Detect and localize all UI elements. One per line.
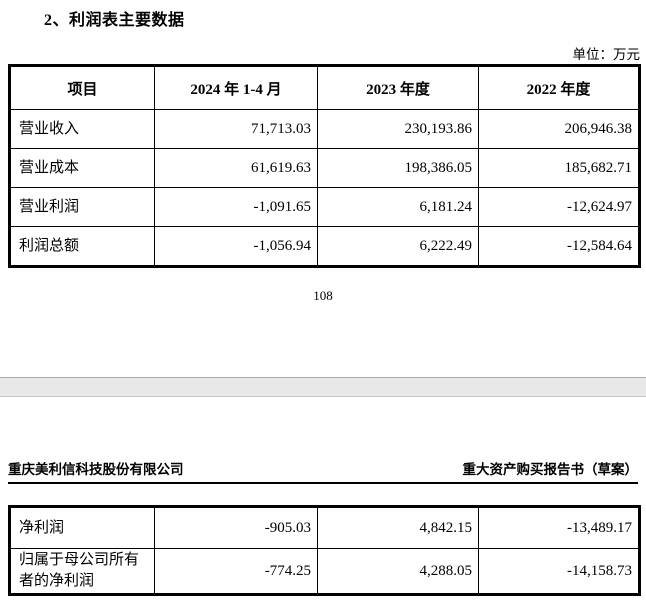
table-row: 净利润 -905.03 4,842.15 -13,489.17 <box>9 506 640 549</box>
unit-label: 单位：万元 <box>572 47 641 62</box>
profit-table-main: 项目 2024 年 1-4 月 2023 年度 2022 年度 营业收入 71,… <box>8 64 641 268</box>
col-header-2023: 2023 年度 <box>317 65 479 110</box>
value-cell: -12,584.64 <box>478 226 640 267</box>
value-cell: -12,624.97 <box>478 187 640 227</box>
profit-table-continued: 净利润 -905.03 4,842.15 -13,489.17 归属于母公司所有… <box>8 505 641 596</box>
value-cell: -13,489.17 <box>478 506 640 549</box>
value-cell: 61,619.63 <box>154 148 318 188</box>
value-cell: 4,288.05 <box>317 548 479 595</box>
row-label-cell: 营业收入 <box>9 109 155 149</box>
value-cell: 198,386.05 <box>317 148 479 188</box>
table-row: 利润总额 -1,056.94 6,222.49 -12,584.64 <box>9 226 640 267</box>
value-cell: -1,056.94 <box>154 226 318 267</box>
row-label-cell: 营业利润 <box>9 187 155 227</box>
col-header-2024: 2024 年 1-4 月 <box>154 65 318 110</box>
table-row: 营业收入 71,713.03 230,193.86 206,946.38 <box>9 109 640 149</box>
value-cell: -14,158.73 <box>478 548 640 595</box>
report-title: 重大资产购买报告书（草案） <box>462 462 639 477</box>
value-cell: -905.03 <box>154 506 318 549</box>
value-cell: 71,713.03 <box>154 109 318 149</box>
table-row: 营业成本 61,619.63 198,386.05 185,682.71 <box>9 148 640 188</box>
value-cell: 185,682.71 <box>478 148 640 188</box>
row-label-cell: 净利润 <box>9 506 155 549</box>
col-header-item: 项目 <box>9 65 155 110</box>
page-break-separator <box>0 377 646 397</box>
row-label-cell: 营业成本 <box>9 148 155 188</box>
value-cell: 6,222.49 <box>317 226 479 267</box>
value-cell: -774.25 <box>154 548 318 595</box>
company-name: 重庆美利信科技股份有限公司 <box>8 462 184 477</box>
running-header: 重庆美利信科技股份有限公司 重大资产购买报告书（草案） <box>8 458 638 484</box>
col-header-2022: 2022 年度 <box>478 65 640 110</box>
value-cell: 206,946.38 <box>478 109 640 149</box>
value-cell: -1,091.65 <box>154 187 318 227</box>
row-label-cell: 归属于母公司所有者的净利润 <box>9 548 155 595</box>
value-cell: 230,193.86 <box>317 109 479 149</box>
table-header-row: 项目 2024 年 1-4 月 2023 年度 2022 年度 <box>9 65 640 110</box>
table-row: 归属于母公司所有者的净利润 -774.25 4,288.05 -14,158.7… <box>9 548 640 595</box>
table-row: 营业利润 -1,091.65 6,181.24 -12,624.97 <box>9 187 640 227</box>
page-number: 108 <box>313 288 333 303</box>
value-cell: 6,181.24 <box>317 187 479 227</box>
value-cell: 4,842.15 <box>317 506 479 549</box>
row-label-cell: 利润总额 <box>9 226 155 267</box>
section-title: 2、利润表主要数据 <box>44 12 185 29</box>
